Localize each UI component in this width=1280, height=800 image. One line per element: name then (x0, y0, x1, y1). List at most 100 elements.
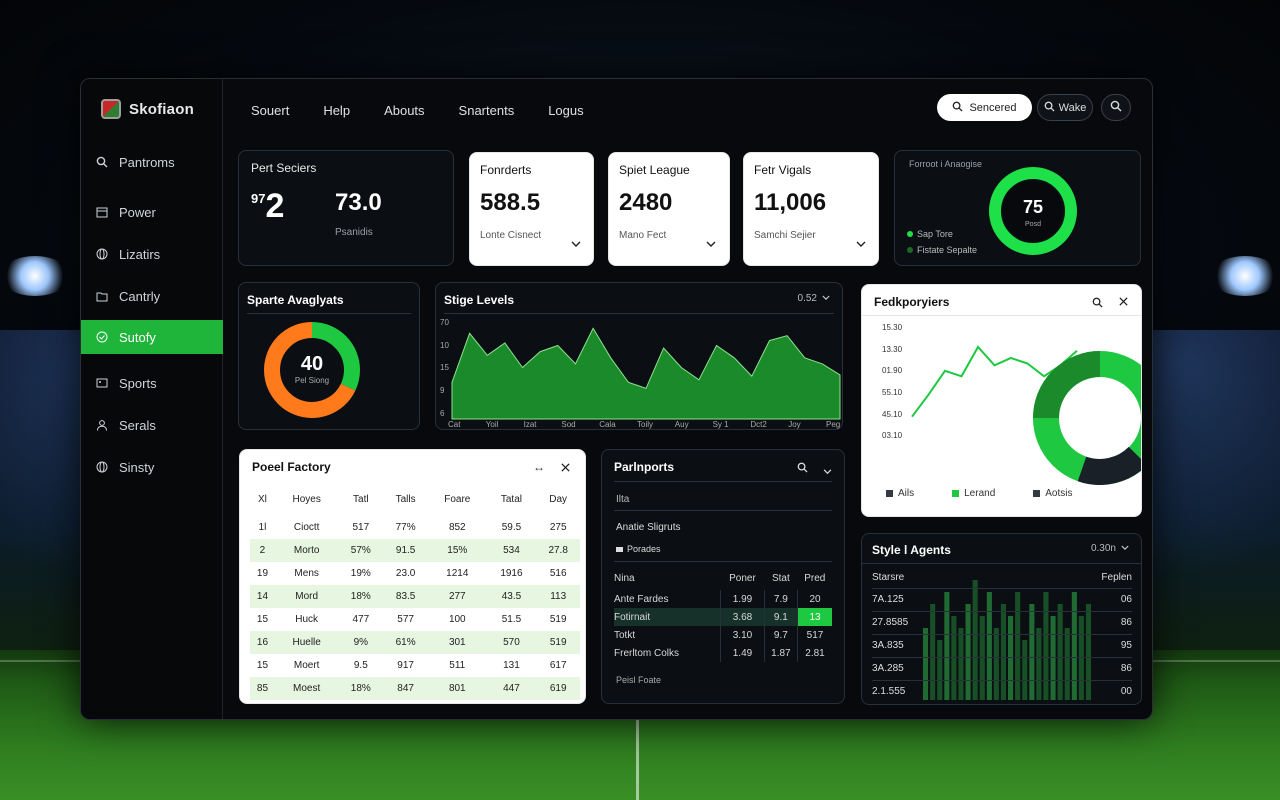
y-tick: 9 (440, 386, 445, 395)
column-header[interactable]: Stat (771, 572, 790, 584)
sidebar-item-2[interactable]: Lizatirs (81, 237, 223, 271)
column-header[interactable]: Feplen (1101, 572, 1132, 584)
legend-item: Ails (886, 488, 914, 499)
table-row[interactable]: 2.1.555 00 (872, 679, 1132, 703)
expand-icon[interactable]: ↔ (533, 460, 545, 474)
sub-label: Anatie Sligruts (616, 522, 681, 533)
fedkporyiers-card[interactable]: Fedkporyiers 15.30 13.30 01.90 55.10 45.… (861, 284, 1142, 517)
table-cell: 86 (1012, 656, 1132, 680)
chevron-down-icon[interactable] (823, 462, 832, 480)
table-cell: 511 (449, 660, 466, 671)
sidebar-item-7[interactable]: Sinsty (81, 450, 223, 484)
table-cell: Moert (293, 660, 320, 671)
table-row[interactable]: 15 Huck 477 577 100 51.5 519 (250, 608, 580, 631)
filter-tag[interactable]: Porades (616, 544, 661, 554)
table-row[interactable]: 16 Huelle 9% 61% 301 570 519 (250, 631, 580, 654)
donut-value: 40 (301, 353, 323, 375)
table-cell: 9.1 (763, 608, 798, 626)
close-icon[interactable] (560, 460, 571, 478)
stat-caption: Mano Fect (619, 230, 667, 241)
column-header[interactable]: Day (549, 493, 568, 505)
y-tick: 03.10 (882, 431, 903, 440)
legend-label: Ails (898, 488, 915, 499)
sidebar-item-3[interactable]: Cantrly (81, 279, 223, 313)
table-row[interactable]: Totkt 3.10 9.7 517 (614, 626, 832, 644)
table-row[interactable]: Ante Fardes 1.99 7.9 20 (614, 590, 832, 608)
table-row[interactable]: 3A.285 86 (872, 656, 1132, 680)
chevron-down-icon[interactable] (856, 235, 866, 253)
stige-levels-card[interactable]: Stige Levels 0.52 70 10 15 9 6 Cat Yoil Iz… (435, 282, 843, 430)
table-row[interactable]: 85 Moest 18% 847 801 447 619 (250, 677, 580, 700)
table-cell: 577 (397, 614, 414, 625)
table-row[interactable]: 2 Morto 57% 91.5 15% 534 27.8 (250, 539, 580, 562)
table-cell: 91.5 (383, 539, 429, 562)
poeel-factory-card[interactable]: Poeel Factory ↔ Xl Hoyes Tatl Talls Foar… (239, 449, 586, 704)
table-cell: 3A.835 (872, 633, 1013, 657)
x-tick: Sod (561, 420, 575, 429)
column-header[interactable]: Tatal (500, 493, 522, 505)
chevron-down-icon (822, 293, 830, 304)
stat-card-fonrderts[interactable]: Fonrderts 588.5 Lonte Cisnect (469, 152, 594, 266)
table-cell: 7A.125 (872, 587, 1013, 611)
stat-card-pert-seciers[interactable]: Pert Seciers 972 73.0 Psanidis (238, 150, 454, 266)
sidebar-item-label: Power (119, 204, 156, 220)
sports-analysts-card[interactable]: Sparte Avaglyats 40 Pel Siong (238, 282, 420, 430)
column-header[interactable]: Talls (395, 493, 416, 505)
style-agents-card[interactable]: Style l Agents 0.30n Starsre Feplen 7A.1… (861, 533, 1142, 705)
sidebar-item-1[interactable]: Power (81, 195, 223, 229)
table-row[interactable]: 1l Cioctt 517 77% 852 59.5 275 (250, 516, 580, 539)
search-icon[interactable] (1092, 295, 1103, 313)
column-header[interactable]: Tatl (353, 493, 369, 505)
x-tick: Cat (448, 420, 461, 429)
stat-card-spiet-league[interactable]: Spiet League 2480 Mano Fect (608, 152, 730, 266)
column-header[interactable]: Poner (729, 572, 756, 584)
table-row[interactable]: Frerltom Colks 1.49 1.87 2.81 (614, 644, 832, 662)
style-agents-dropdown[interactable]: 0.30n (1091, 543, 1129, 554)
table-row[interactable]: 14 Mord 18% 83.5 277 43.5 113 (250, 585, 580, 608)
divider (444, 313, 834, 314)
top-nav-item[interactable]: Souert (251, 103, 290, 118)
table-cell: 275 (549, 522, 567, 533)
close-icon[interactable] (1118, 294, 1129, 312)
ring-value: 75 (1023, 197, 1043, 217)
search-icon[interactable] (797, 460, 808, 478)
search-pill[interactable]: Sencered (937, 94, 1032, 121)
sidebar-item-5[interactable]: Sports (81, 366, 223, 400)
sidebar-item-4[interactable]: Sutofy (81, 320, 223, 354)
wake-button[interactable]: Wake (1037, 94, 1093, 121)
column-header[interactable]: Foare (444, 493, 471, 505)
x-tick: Yoil (486, 420, 499, 429)
stat-value: 11,006 (754, 189, 827, 216)
y-tick: 55.10 (882, 388, 903, 397)
column-header[interactable]: Nina (614, 572, 635, 584)
top-nav-item[interactable]: Logus (548, 103, 584, 118)
stat-card-fetr-vigals[interactable]: Fetr Vigals 11,006 Samchi Sejier (743, 152, 879, 266)
search-button[interactable] (1101, 94, 1131, 121)
table-row[interactable]: Fotirnait 3.68 9.1 13 (614, 608, 832, 626)
stige-dropdown[interactable]: 0.52 (798, 293, 830, 304)
top-nav-item[interactable]: Abouts (384, 103, 425, 118)
column-header[interactable]: Hoyes (292, 493, 321, 505)
table-row[interactable]: 3A.835 95 (872, 633, 1132, 657)
card-title: Sparte Avaglyats (247, 293, 344, 307)
column-header[interactable]: Pred (804, 572, 826, 584)
table-row[interactable]: 15 Moert 9.5 917 511 131 617 (250, 654, 580, 677)
table-cell: 43.5 (486, 585, 537, 608)
table-row[interactable]: 7A.125 06 (872, 587, 1132, 611)
y-tick: 01.90 (882, 366, 903, 375)
table-cell: 1.99 (720, 590, 765, 608)
app-brand[interactable]: Skofiaon (101, 99, 194, 119)
column-header[interactable]: Starsre (872, 572, 905, 584)
parlnports-card[interactable]: Parlnports Ilta Anatie Sligruts Porades … (601, 449, 845, 704)
column-header[interactable]: Xl (258, 493, 267, 505)
top-nav-item[interactable]: Snartents (458, 103, 515, 118)
table-row[interactable]: 27.8585 86 (872, 610, 1132, 634)
chevron-down-icon[interactable] (571, 235, 581, 253)
sidebar-item-0[interactable]: Pantroms (81, 145, 223, 179)
ring-card[interactable]: Forroot i Anaogise 75 Posd Sap Tore Fist… (894, 150, 1141, 266)
chevron-down-icon[interactable] (706, 235, 716, 253)
table-row[interactable]: 19 Mens 19% 23.0 1214 1916 516 (250, 562, 580, 585)
sidebar-item-6[interactable]: Serals (81, 408, 223, 442)
top-nav-item[interactable]: Help (323, 103, 351, 118)
stat-big-value: 972 (251, 187, 284, 226)
